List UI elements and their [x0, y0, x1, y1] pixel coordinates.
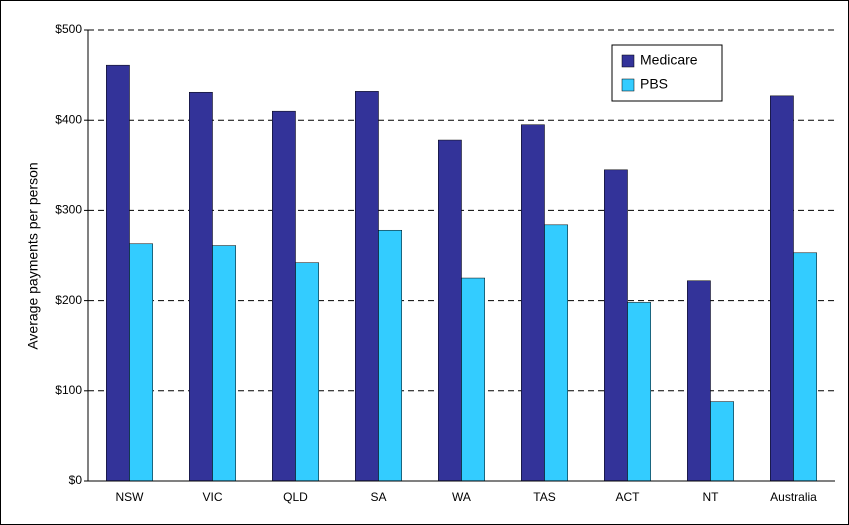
y-tick-label: $400: [55, 112, 82, 126]
legend-swatch: [621, 78, 635, 92]
bar: [604, 169, 628, 482]
bar: [521, 124, 545, 482]
bar: [627, 302, 651, 482]
legend-swatch: [621, 54, 635, 68]
legend-label: Medicare: [640, 52, 698, 68]
x-tick-label: Australia: [770, 490, 817, 504]
y-tick-label: $200: [55, 293, 82, 307]
x-tick-label: NT: [703, 490, 720, 504]
x-tick-label: ACT: [616, 490, 641, 504]
bar: [544, 224, 568, 482]
y-tick-label: $300: [55, 203, 82, 217]
legend-label: PBS: [640, 76, 668, 92]
x-tick-label: SA: [370, 490, 386, 504]
y-tick-label: $0: [69, 473, 83, 487]
legend-box: [611, 44, 723, 102]
bar: [272, 110, 296, 482]
bar: [770, 95, 794, 482]
bar: [106, 64, 130, 482]
bar: [212, 245, 236, 482]
y-tick-label: $500: [55, 22, 82, 36]
x-tick-label: QLD: [283, 490, 308, 504]
y-tick-label: $100: [55, 383, 82, 397]
bar: [295, 262, 319, 482]
bar: [129, 243, 153, 482]
x-tick-label: TAS: [533, 490, 555, 504]
bar: [355, 91, 379, 482]
bar: [438, 139, 462, 482]
bar: [793, 252, 817, 482]
bar: [710, 401, 734, 482]
x-tick-label: VIC: [202, 490, 222, 504]
x-tick-label: WA: [452, 490, 471, 504]
bar: [189, 91, 213, 482]
bar: [461, 277, 485, 482]
bar: [687, 280, 711, 482]
bar: [378, 229, 402, 482]
x-tick-label: NSW: [116, 490, 145, 504]
y-axis-title: Average payments per person: [25, 162, 41, 349]
